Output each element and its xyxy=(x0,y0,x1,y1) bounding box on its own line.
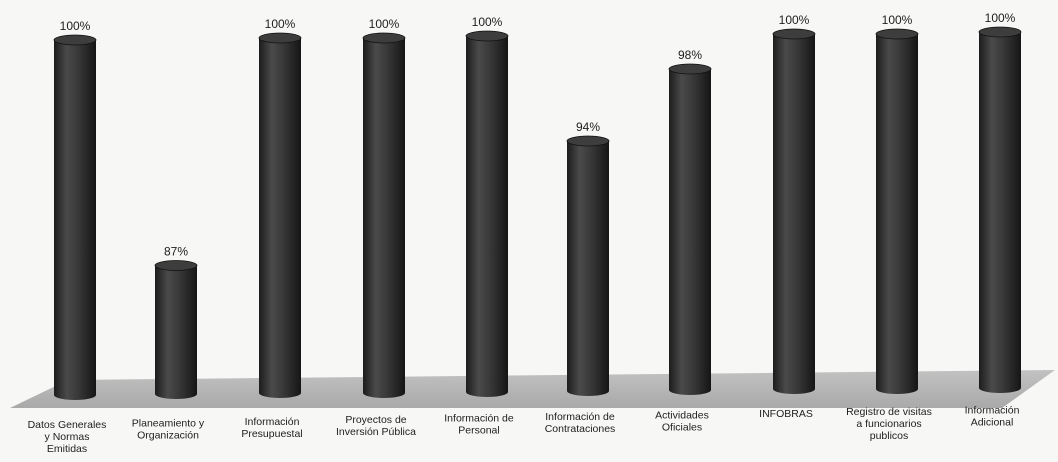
labels-layer: 100% Datos Generales y Normas Emitidas 87% Pl… xyxy=(28,11,1020,455)
bar-6 xyxy=(668,63,712,395)
bar-top xyxy=(566,135,610,147)
data-label: 98% xyxy=(678,48,702,62)
bar-body xyxy=(979,32,1021,393)
bar-body xyxy=(259,38,301,398)
bar-top xyxy=(53,34,97,46)
bar-body xyxy=(363,38,405,398)
bar-4 xyxy=(465,30,509,397)
bar-body xyxy=(54,40,96,400)
bar-top xyxy=(258,32,302,44)
bar-top xyxy=(668,63,712,75)
category-label: Datos Generales y Normas Emitidas xyxy=(28,419,107,455)
data-label: 100% xyxy=(265,17,296,31)
data-label: 100% xyxy=(60,19,91,33)
bar-5 xyxy=(566,135,610,396)
bar-1 xyxy=(154,260,198,399)
bar-3 xyxy=(362,32,406,398)
category-label: Información de Personal xyxy=(444,413,514,437)
category-label: Actividades Oficiales xyxy=(655,409,709,433)
bar-top xyxy=(362,32,406,44)
bar-body xyxy=(466,36,508,397)
category-label: Información Adicional xyxy=(965,405,1020,429)
data-label: 87% xyxy=(164,245,188,259)
bar-top xyxy=(875,28,919,40)
data-label: 94% xyxy=(576,120,600,134)
bar-8 xyxy=(875,28,919,394)
data-label: 100% xyxy=(985,11,1016,25)
data-label: 100% xyxy=(779,13,810,27)
bar-body xyxy=(155,265,197,399)
bar-body xyxy=(567,141,609,396)
data-label: 100% xyxy=(369,17,400,31)
bar-2 xyxy=(258,32,302,398)
category-label: Planeamiento y Organización xyxy=(132,417,205,441)
bar-body xyxy=(669,69,711,395)
bar-body xyxy=(876,34,918,394)
bar-top xyxy=(978,26,1022,38)
category-label: INFOBRAS xyxy=(759,408,813,420)
category-label: Proyectos de Inversión Pública xyxy=(336,414,416,438)
bars-layer xyxy=(53,26,1022,400)
bar-9 xyxy=(978,26,1022,393)
category-label: Información de Contrataciones xyxy=(545,411,616,435)
bar-body xyxy=(773,34,815,394)
bar-7 xyxy=(772,28,816,394)
bar-0 xyxy=(53,34,97,400)
category-label: Registro de visitas a funcionarios publico… xyxy=(846,406,932,442)
data-label: 100% xyxy=(882,13,913,27)
bar-top xyxy=(772,28,816,40)
data-label: 100% xyxy=(472,15,503,29)
bar-top xyxy=(154,260,198,271)
category-label: Información Presupuestal xyxy=(241,416,302,440)
bar-top xyxy=(465,30,509,42)
